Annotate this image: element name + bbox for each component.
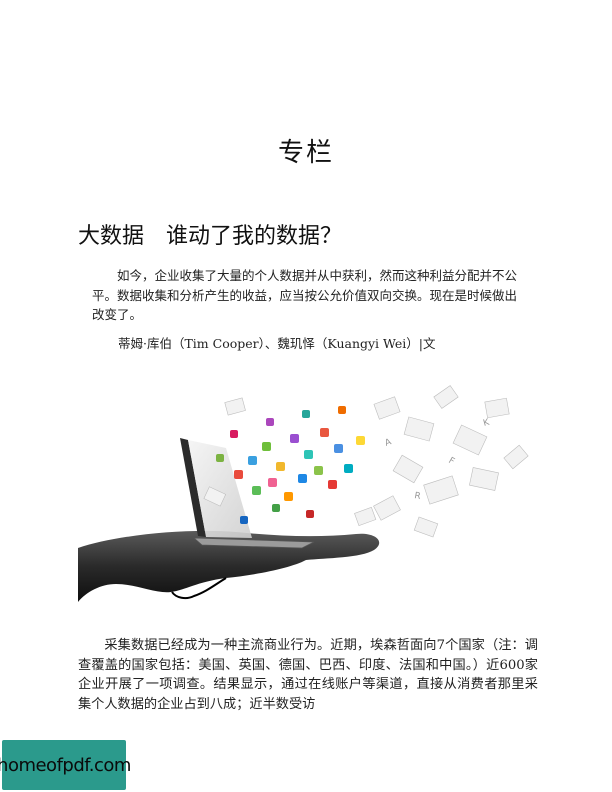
hand-laptop-illustration: A F K R [78,385,529,602]
lead-paragraph: 如今，企业收集了大量的个人数据并从中获利，然而这种利益分配并不公平。数据收集和分… [92,268,518,322]
laptop-base [192,537,315,549]
laptop-screen [180,438,206,537]
section-heading: 专栏 [277,138,334,168]
svg-text:F: F [447,456,456,467]
watermark-text: homeofpdf.com [0,754,131,776]
paper-sheets [203,385,529,538]
watermark-badge[interactable]: homeofpdf.com [0,740,131,790]
byline: 蒂姆·库伯（Tim Cooper）、魏玑怿（Kuangyi Wei）|文 [118,336,436,351]
app-icon-cloud [216,406,365,524]
body-paragraph: 采集数据已经成为一种主流商业行为。近期，埃森哲面向7个国家（注：调查覆盖的国家包… [78,638,538,712]
svg-text:R: R [413,491,421,502]
svg-text:K: K [482,417,491,428]
body-text: 采集数据已经成为一种主流商业行为。近期，埃森哲面向7个国家（注：调查覆盖的国家包… [78,636,538,714]
hand-shape [78,530,380,602]
article-title: 大数据 谁动了我的数据？ [78,224,343,249]
svg-text:A: A [384,437,394,449]
